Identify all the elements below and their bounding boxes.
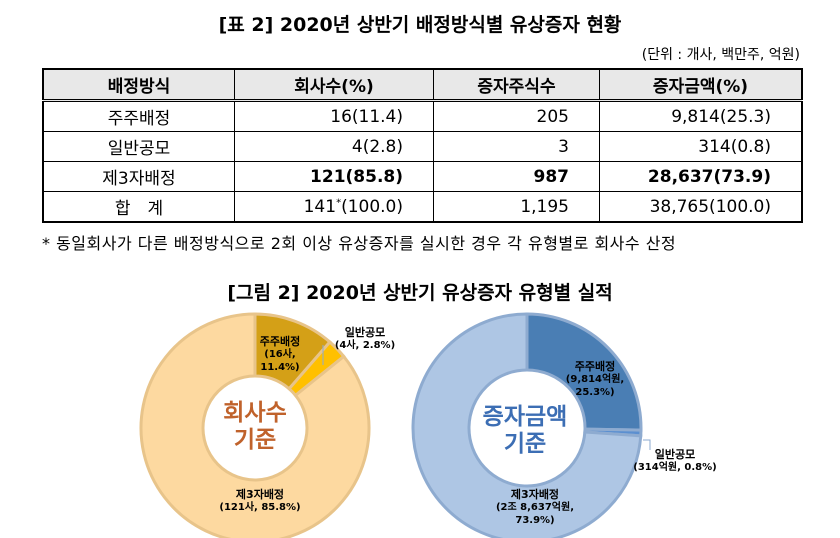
cell: 제3자배정 — [42, 161, 235, 192]
total-pct: (100.0) — [341, 196, 403, 217]
header-shares: 증자주식수 — [433, 68, 600, 102]
chart2-slice-0 — [525, 312, 643, 432]
leader-line — [643, 439, 651, 450]
label-line: 제3자배정 — [235, 488, 285, 501]
cell: 121(85.8) — [234, 161, 434, 192]
header-amount: 증자금액(%) — [599, 68, 803, 102]
label-line: 제3자배정 — [510, 488, 560, 501]
label-line: 일반공모 — [344, 326, 386, 339]
label-line: 주주배정 — [574, 360, 616, 373]
label-line: (121사, 85.8%) — [219, 502, 301, 513]
cell: 4(2.8) — [234, 131, 434, 162]
cell: 1,195 — [433, 191, 600, 223]
cell: 141*(100.0) — [234, 191, 434, 223]
label-line: (2조 8,637억원, — [495, 502, 575, 513]
center-line: 증자금액 — [482, 404, 568, 430]
chart1-label-shareholder: 주주배정 (16사, 11.4%) — [245, 335, 315, 374]
center-line: 기준 — [233, 427, 277, 453]
cell: 38,765(100.0) — [599, 191, 803, 223]
figure-title: [그림 2] 2020년 상반기 유상증자 유형별 실적 — [227, 282, 613, 304]
cell: 28,637(73.9) — [599, 161, 803, 192]
chart2-center-label: 증자금액 기준 — [470, 404, 580, 458]
cell: 3 — [433, 131, 600, 162]
chart2-label-thirdparty: 제3자배정 (2조 8,637억원, 73.9%) — [485, 488, 585, 527]
chart1-label-public: 일반공모 (4사, 2.8%) — [330, 326, 400, 352]
table-row: 주주배정 16(11.4) 205 9,814(25.3) — [42, 100, 803, 132]
footnote: * 동일회사가 다른 배정방식으로 2회 이상 유상증자를 실시한 경우 각 유… — [42, 234, 677, 253]
chart2-slice-2 — [411, 312, 643, 538]
unit-label: (단위 : 개사, 백만주, 억원) — [641, 47, 800, 63]
label-line: 일반공모 — [654, 448, 696, 461]
table-row: 일반공모 4(2.8) 3 314(0.8) — [42, 131, 803, 162]
label-line: 25.3%) — [575, 387, 615, 398]
cell: 주주배정 — [42, 100, 235, 132]
label-line: 73.9%) — [515, 515, 555, 526]
cell: 314(0.8) — [599, 131, 803, 162]
center-line: 회사수 — [223, 400, 287, 426]
label-line: (9,814억원, — [565, 374, 625, 385]
chart2-label-public: 일반공모 (314억원, 0.8%) — [630, 448, 720, 474]
header-method: 배정방식 — [42, 68, 235, 102]
label-line: (314억원, 0.8%) — [633, 462, 717, 473]
chart1-label-thirdparty: 제3자배정 (121사, 85.8%) — [210, 488, 310, 514]
chart1-slice-2 — [139, 312, 371, 538]
header-company-count: 회사수(%) — [234, 68, 434, 102]
asterisk: * — [336, 196, 342, 208]
table-row-total: 합 계 141*(100.0) 1,195 38,765(100.0) — [42, 191, 803, 223]
table-header-row: 배정방식 회사수(%) 증자주식수 증자금액(%) — [42, 68, 803, 102]
table-row: 제3자배정 121(85.8) 987 28,637(73.9) — [42, 161, 803, 192]
allocation-table: 배정방식 회사수(%) 증자주식수 증자금액(%) 주주배정 16(11.4) … — [42, 68, 803, 223]
total-count: 141 — [303, 196, 337, 217]
label-line: (16사, 11.4%) — [260, 349, 300, 373]
chart2-label-shareholder: 주주배정 (9,814억원, 25.3%) — [555, 360, 635, 399]
cell: 합 계 — [42, 191, 235, 223]
label-line: (4사, 2.8%) — [334, 340, 396, 351]
table-title: [표 2] 2020년 상반기 배정방식별 유상증자 현황 — [218, 14, 622, 36]
label-line: 주주배정 — [259, 335, 301, 348]
center-line: 기준 — [503, 431, 547, 457]
chart1-center-label: 회사수 기준 — [205, 400, 305, 454]
cell: 987 — [433, 161, 600, 192]
